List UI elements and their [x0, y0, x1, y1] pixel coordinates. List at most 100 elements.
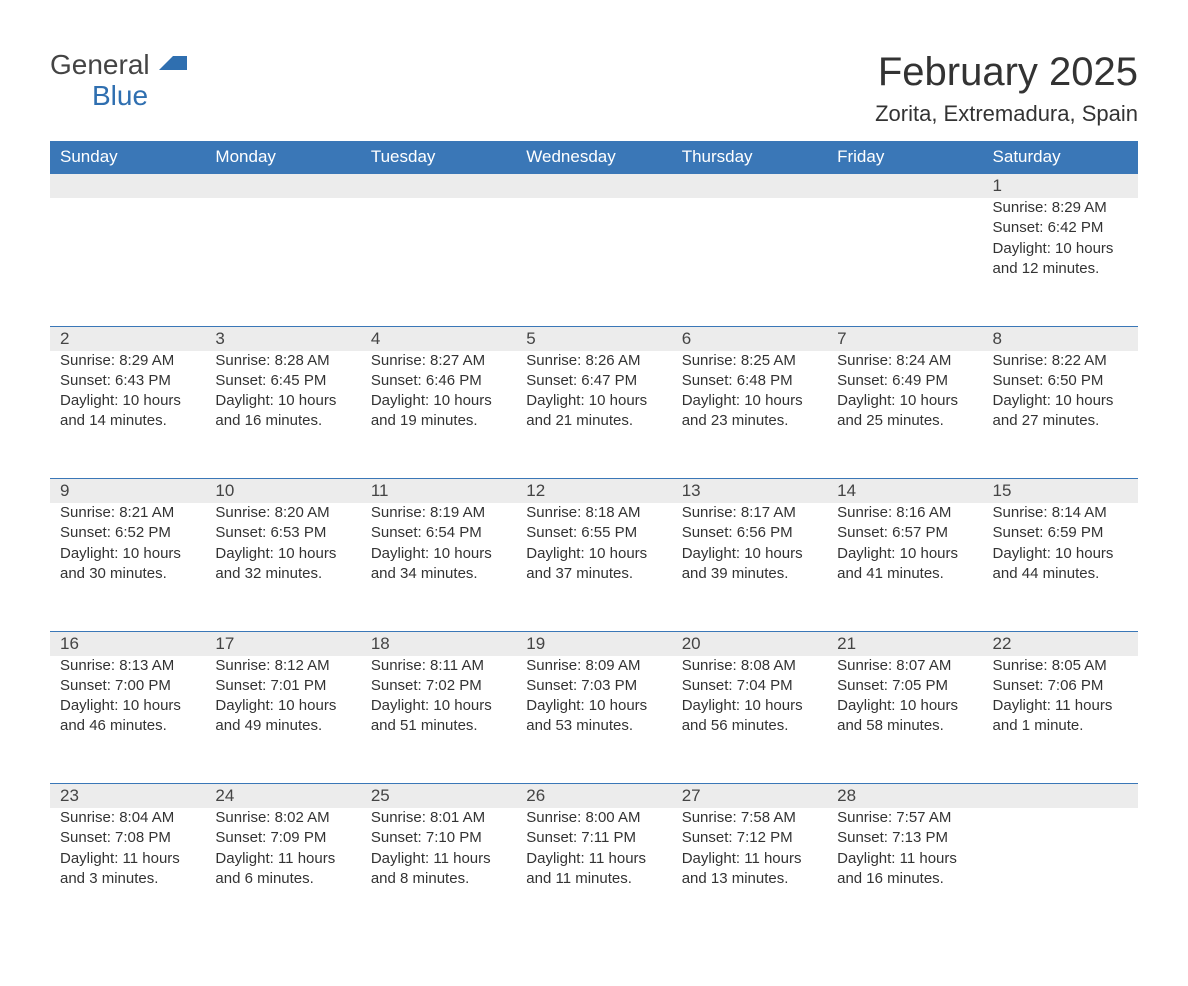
day-number-cell: 8: [983, 326, 1138, 351]
daylight-text-1: Daylight: 10 hours: [526, 544, 661, 564]
daylight-text-1: Daylight: 10 hours: [993, 391, 1128, 411]
day-number-row: 232425262728: [50, 784, 1138, 809]
calendar-day-cell: Sunrise: 8:07 AMSunset: 7:05 PMDaylight:…: [827, 656, 982, 784]
sunrise-text: Sunrise: 8:24 AM: [837, 351, 972, 371]
day-number-cell: 25: [361, 784, 516, 809]
sunrise-text: Sunrise: 8:27 AM: [371, 351, 506, 371]
day-number-cell: [50, 174, 205, 199]
sunset-text: Sunset: 6:55 PM: [526, 523, 661, 543]
day-number-cell: 1: [983, 174, 1138, 199]
daylight-text-2: and 41 minutes.: [837, 564, 972, 584]
daylight-text-1: Daylight: 10 hours: [371, 391, 506, 411]
day-number-cell: 2: [50, 326, 205, 351]
daylight-text-2: and 16 minutes.: [215, 411, 350, 431]
sunset-text: Sunset: 6:42 PM: [993, 218, 1128, 238]
sunrise-text: Sunrise: 8:22 AM: [993, 351, 1128, 371]
calendar-day-cell: [205, 198, 360, 326]
daylight-text-1: Daylight: 10 hours: [682, 696, 817, 716]
sunset-text: Sunset: 7:10 PM: [371, 828, 506, 848]
calendar-day-cell: Sunrise: 8:29 AMSunset: 6:42 PMDaylight:…: [983, 198, 1138, 326]
sunset-text: Sunset: 7:02 PM: [371, 676, 506, 696]
calendar-day-cell: [672, 198, 827, 326]
calendar-day-cell: Sunrise: 8:14 AMSunset: 6:59 PMDaylight:…: [983, 503, 1138, 631]
calendar-week-row: Sunrise: 8:21 AMSunset: 6:52 PMDaylight:…: [50, 503, 1138, 631]
sunset-text: Sunset: 7:04 PM: [682, 676, 817, 696]
sunrise-text: Sunrise: 8:05 AM: [993, 656, 1128, 676]
sunrise-text: Sunrise: 8:20 AM: [215, 503, 350, 523]
daylight-text-1: Daylight: 10 hours: [60, 696, 195, 716]
daylight-text-1: Daylight: 10 hours: [837, 391, 972, 411]
sunset-text: Sunset: 6:57 PM: [837, 523, 972, 543]
daylight-text-2: and 30 minutes.: [60, 564, 195, 584]
weekday-header: Sunday: [50, 141, 205, 174]
sunset-text: Sunset: 6:56 PM: [682, 523, 817, 543]
daylight-text-1: Daylight: 11 hours: [60, 849, 195, 869]
sunrise-text: Sunrise: 8:13 AM: [60, 656, 195, 676]
calendar-week-row: Sunrise: 8:13 AMSunset: 7:00 PMDaylight:…: [50, 656, 1138, 784]
daylight-text-2: and 8 minutes.: [371, 869, 506, 889]
day-number-cell: 22: [983, 631, 1138, 656]
day-number-cell: 19: [516, 631, 671, 656]
day-number-cell: 13: [672, 479, 827, 504]
day-number-cell: [516, 174, 671, 199]
sunset-text: Sunset: 6:48 PM: [682, 371, 817, 391]
calendar-header: SundayMondayTuesdayWednesdayThursdayFrid…: [50, 141, 1138, 174]
daylight-text-1: Daylight: 10 hours: [526, 391, 661, 411]
daylight-text-2: and 51 minutes.: [371, 716, 506, 736]
daylight-text-2: and 39 minutes.: [682, 564, 817, 584]
day-number-row: 1: [50, 174, 1138, 199]
calendar-day-cell: Sunrise: 8:27 AMSunset: 6:46 PMDaylight:…: [361, 351, 516, 479]
sunset-text: Sunset: 6:52 PM: [60, 523, 195, 543]
calendar-day-cell: Sunrise: 8:08 AMSunset: 7:04 PMDaylight:…: [672, 656, 827, 784]
calendar-day-cell: Sunrise: 8:05 AMSunset: 7:06 PMDaylight:…: [983, 656, 1138, 784]
sunrise-text: Sunrise: 8:11 AM: [371, 656, 506, 676]
sunrise-text: Sunrise: 8:12 AM: [215, 656, 350, 676]
sunset-text: Sunset: 6:50 PM: [993, 371, 1128, 391]
daylight-text-2: and 56 minutes.: [682, 716, 817, 736]
calendar-day-cell: Sunrise: 8:25 AMSunset: 6:48 PMDaylight:…: [672, 351, 827, 479]
sunset-text: Sunset: 6:49 PM: [837, 371, 972, 391]
daylight-text-2: and 44 minutes.: [993, 564, 1128, 584]
brand-text: General Blue: [50, 50, 187, 112]
day-number-cell: 5: [516, 326, 671, 351]
daylight-text-2: and 23 minutes.: [682, 411, 817, 431]
brand-blue: Blue: [92, 80, 148, 111]
calendar-day-cell: Sunrise: 8:16 AMSunset: 6:57 PMDaylight:…: [827, 503, 982, 631]
sunset-text: Sunset: 7:03 PM: [526, 676, 661, 696]
weekday-header: Friday: [827, 141, 982, 174]
sunrise-text: Sunrise: 8:08 AM: [682, 656, 817, 676]
logo-flag-icon: [159, 50, 187, 70]
sunrise-text: Sunrise: 8:09 AM: [526, 656, 661, 676]
day-number-cell: 18: [361, 631, 516, 656]
daylight-text-1: Daylight: 11 hours: [837, 849, 972, 869]
sunrise-text: Sunrise: 8:16 AM: [837, 503, 972, 523]
weekday-header: Monday: [205, 141, 360, 174]
calendar-week-row: Sunrise: 8:29 AMSunset: 6:43 PMDaylight:…: [50, 351, 1138, 479]
daylight-text-1: Daylight: 10 hours: [526, 696, 661, 716]
calendar-day-cell: Sunrise: 8:18 AMSunset: 6:55 PMDaylight:…: [516, 503, 671, 631]
daylight-text-1: Daylight: 10 hours: [993, 239, 1128, 259]
daylight-text-1: Daylight: 10 hours: [371, 696, 506, 716]
daylight-text-1: Daylight: 10 hours: [215, 544, 350, 564]
daylight-text-2: and 3 minutes.: [60, 869, 195, 889]
sunrise-text: Sunrise: 8:00 AM: [526, 808, 661, 828]
sunset-text: Sunset: 7:08 PM: [60, 828, 195, 848]
daylight-text-2: and 32 minutes.: [215, 564, 350, 584]
sunrise-text: Sunrise: 8:04 AM: [60, 808, 195, 828]
calendar-day-cell: Sunrise: 8:19 AMSunset: 6:54 PMDaylight:…: [361, 503, 516, 631]
sunrise-text: Sunrise: 7:57 AM: [837, 808, 972, 828]
daylight-text-2: and 46 minutes.: [60, 716, 195, 736]
daylight-text-1: Daylight: 10 hours: [215, 696, 350, 716]
sunrise-text: Sunrise: 8:29 AM: [60, 351, 195, 371]
sunset-text: Sunset: 7:11 PM: [526, 828, 661, 848]
daylight-text-1: Daylight: 10 hours: [371, 544, 506, 564]
sunset-text: Sunset: 7:06 PM: [993, 676, 1128, 696]
location-label: Zorita, Extremadura, Spain: [875, 101, 1138, 127]
brand-logo: General Blue: [50, 50, 187, 112]
daylight-text-2: and 25 minutes.: [837, 411, 972, 431]
day-number-cell: [827, 174, 982, 199]
daylight-text-2: and 21 minutes.: [526, 411, 661, 431]
sunset-text: Sunset: 6:53 PM: [215, 523, 350, 543]
page-title: February 2025: [875, 50, 1138, 95]
sunrise-text: Sunrise: 8:07 AM: [837, 656, 972, 676]
